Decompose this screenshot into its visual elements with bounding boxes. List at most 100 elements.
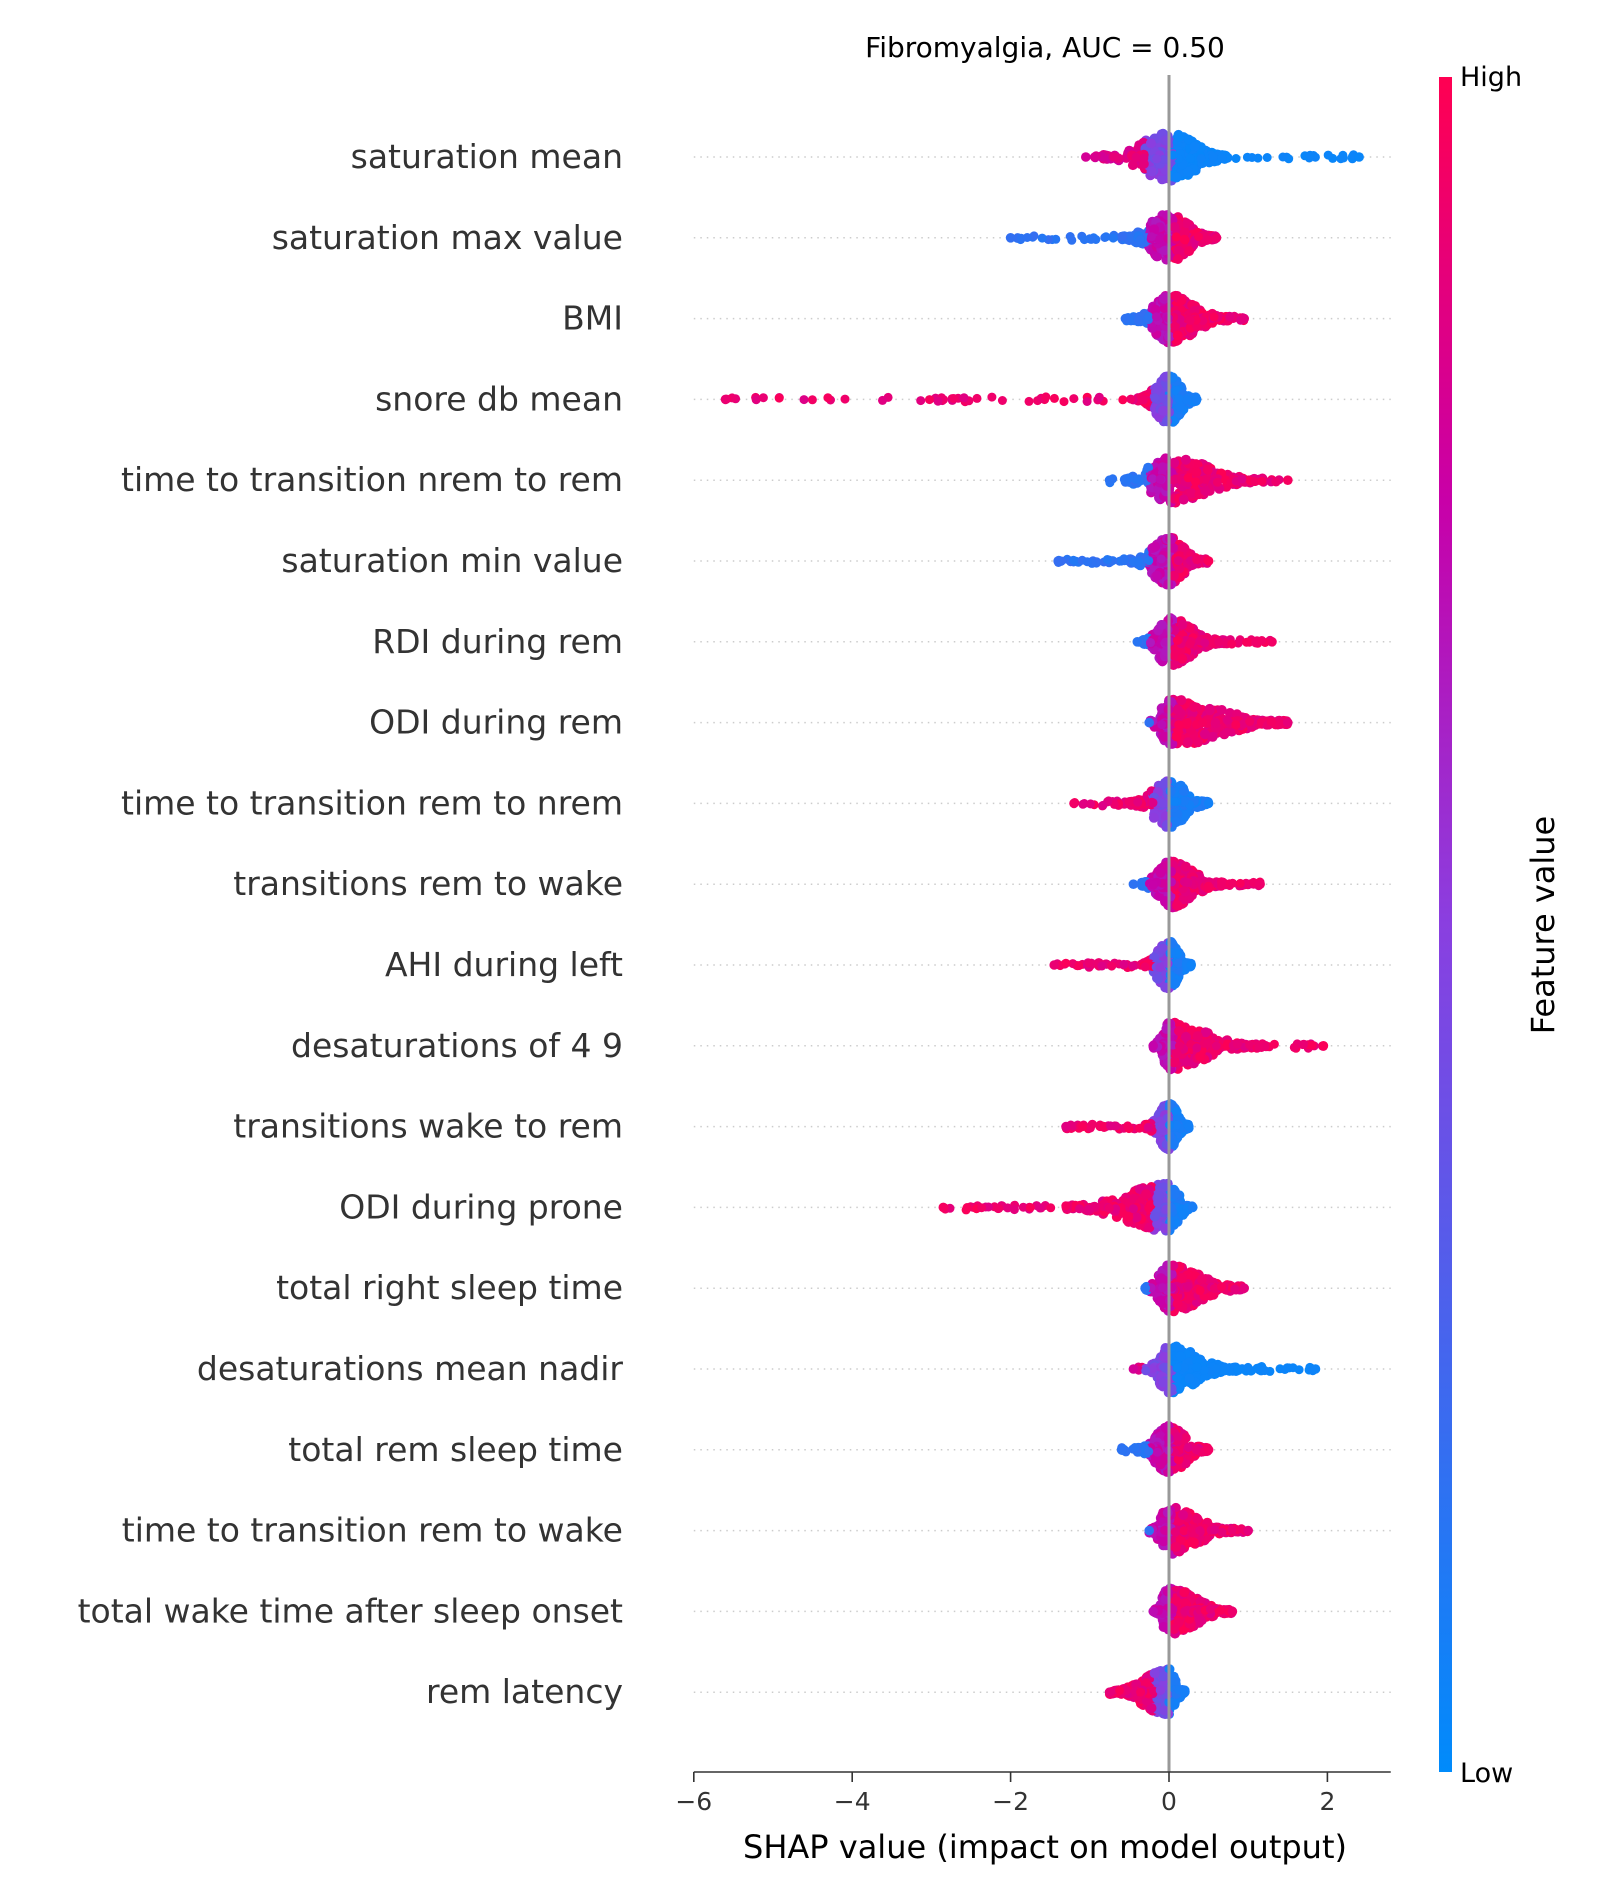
shap-point <box>1247 153 1257 162</box>
shap-point <box>1289 1042 1299 1052</box>
shap-point <box>1158 798 1168 808</box>
shap-point <box>1209 312 1219 322</box>
shap-point <box>1120 313 1131 324</box>
shap-point <box>1185 639 1195 649</box>
shap-point <box>1195 1285 1205 1295</box>
chart-title: Fibromyalgia, AUC = 0.50 <box>865 31 1225 64</box>
feature-label: desaturations mean nadir <box>197 1349 624 1388</box>
shap-point <box>1029 231 1039 241</box>
shap-point <box>1231 720 1241 730</box>
shap-point <box>1230 1284 1240 1294</box>
shap-point <box>1156 620 1167 630</box>
shap-point <box>1082 557 1092 567</box>
shap-point <box>1178 494 1189 505</box>
shap-point <box>949 394 959 403</box>
shap-point <box>1255 879 1265 889</box>
shap-point <box>1005 233 1016 243</box>
shap-point <box>1180 861 1191 872</box>
shap-point <box>1143 1122 1153 1132</box>
shap-point <box>758 393 768 403</box>
shap-point <box>1123 1211 1134 1222</box>
shap-point <box>1204 705 1215 716</box>
shap-point <box>1107 961 1117 971</box>
shap-point <box>1239 1283 1249 1293</box>
shap-point <box>1245 717 1255 726</box>
shap-point <box>1174 1041 1184 1051</box>
shap-point <box>1131 152 1141 162</box>
feature-row: desaturations of 4 9 <box>291 1017 1391 1075</box>
shap-point <box>1178 786 1189 797</box>
shap-point <box>1144 717 1154 728</box>
shap-point <box>1041 392 1051 402</box>
shap-point <box>1152 570 1162 581</box>
shap-point <box>1196 154 1206 163</box>
shap-point <box>1153 973 1164 984</box>
shap-point <box>1299 1039 1309 1049</box>
shap-point <box>1171 817 1182 828</box>
feature-row: desaturations mean nadir <box>197 1341 1391 1398</box>
shap-point <box>1254 1043 1264 1052</box>
feature-label: saturation max value <box>272 218 623 257</box>
shap-point <box>720 394 731 405</box>
shap-point <box>1171 172 1182 183</box>
feature-label: time to transition nrem to rem <box>121 460 623 499</box>
shap-point <box>807 395 817 405</box>
shap-point <box>1149 1211 1160 1222</box>
shap-point <box>1271 477 1281 487</box>
shap-point <box>1200 638 1210 648</box>
shap-point <box>1102 555 1112 564</box>
shap-point <box>823 393 833 403</box>
shap-point <box>1177 619 1188 630</box>
shap-point <box>1146 166 1157 177</box>
shap-point <box>938 1202 949 1213</box>
shap-point <box>1203 881 1213 891</box>
shap-point <box>1184 1121 1194 1132</box>
shap-point <box>972 393 982 403</box>
shap-point <box>1191 394 1202 405</box>
shap-point <box>774 393 784 403</box>
shap-point <box>1198 718 1207 728</box>
shap-point <box>1182 395 1192 405</box>
shap-point <box>1267 637 1277 647</box>
shap-point <box>1154 1190 1164 1201</box>
shap-point <box>1123 1121 1133 1131</box>
shap-point <box>1162 210 1173 221</box>
shap-point <box>1169 457 1180 468</box>
shap-point <box>1144 556 1154 566</box>
shap-point <box>1173 556 1183 566</box>
feature-row: saturation max value <box>272 210 1391 265</box>
shap-point <box>1199 729 1210 740</box>
shap-point <box>1194 232 1203 242</box>
shap-point <box>1213 477 1222 487</box>
shap-point <box>1183 134 1194 145</box>
shap-point <box>1171 232 1181 242</box>
shap-point <box>1061 1201 1071 1211</box>
shap-point <box>1235 878 1245 888</box>
shap-point <box>1192 555 1202 564</box>
shap-point <box>1084 1204 1094 1214</box>
shap-point <box>1170 290 1181 301</box>
shap-point <box>1022 233 1032 242</box>
shap-point <box>1079 235 1089 245</box>
shap-point <box>962 1203 972 1212</box>
shap-point <box>1147 232 1156 242</box>
shap-point <box>1172 704 1183 715</box>
shap-point <box>1278 152 1288 162</box>
shap-point <box>1157 174 1168 185</box>
shap-point <box>1134 557 1144 567</box>
shap-point <box>1082 397 1092 406</box>
shap-point <box>1087 1120 1097 1129</box>
shap-point <box>1189 141 1200 152</box>
shap-point <box>1059 397 1069 407</box>
shap-point <box>1232 1039 1242 1049</box>
shap-point <box>1024 396 1034 406</box>
shap-point <box>1183 878 1193 888</box>
shap-point <box>987 392 997 402</box>
shap-point <box>1185 315 1195 325</box>
shap-point <box>1046 1203 1056 1213</box>
shap-point <box>1148 1041 1158 1051</box>
shap-point <box>997 396 1007 405</box>
shap-point <box>916 396 926 406</box>
feature-label: desaturations of 4 9 <box>291 1026 623 1065</box>
